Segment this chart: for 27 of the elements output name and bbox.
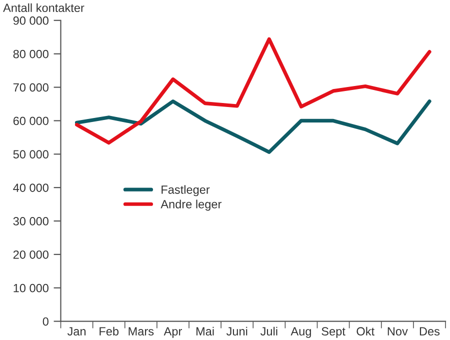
x-tick-label: Juli <box>260 326 278 336</box>
x-tick-label: Mai <box>196 326 214 336</box>
y-tick-label: 30 000 <box>13 217 48 226</box>
line-series <box>74 100 432 154</box>
y-tick-label: 60 000 <box>13 116 48 126</box>
legend-label: Fastleger <box>162 185 210 196</box>
y-tick-label: 70 000 <box>13 83 48 92</box>
y-tick-label: 20 000 <box>13 250 48 259</box>
x-tick-label: Aug <box>290 327 311 338</box>
y-tick-label: 40 000 <box>13 184 48 192</box>
y-tick-label: 80 000 <box>13 50 48 58</box>
x-tick-label: Nov <box>388 327 408 336</box>
x-tick-label: Des <box>420 327 440 336</box>
x-tick-label: Mars <box>128 327 154 336</box>
x-tick-label: Apr <box>164 327 182 338</box>
x-tick-label: Jan <box>67 327 86 336</box>
x-tick-label: Sept <box>322 327 346 338</box>
x-tick-label: Juni <box>226 326 248 336</box>
y-tick-label: 10 000 <box>14 284 48 292</box>
y-tick-label: 50 000 <box>13 150 48 159</box>
legend-label: Andre leger <box>160 200 222 211</box>
line-series <box>74 37 432 145</box>
y-tick-label: 90 000 <box>13 16 48 25</box>
x-tick-label: Feb <box>100 326 119 336</box>
y-tick-label: 0 <box>42 317 48 326</box>
y-axis-title: Antall kontakter <box>3 3 84 12</box>
x-tick-label: Okt <box>356 326 374 336</box>
